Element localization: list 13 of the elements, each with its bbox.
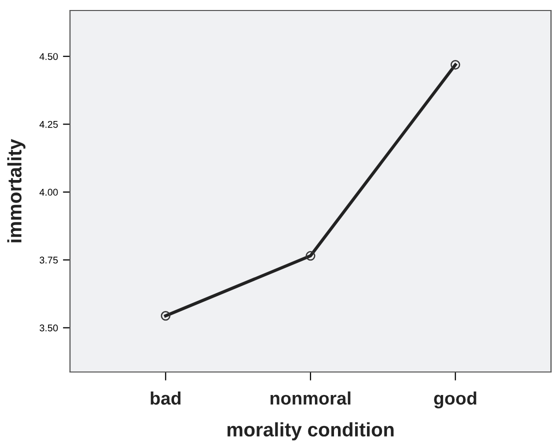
y-tick-label: 3.75	[40, 256, 58, 264]
y-tick-label: 4.50	[39, 53, 58, 60]
y-axis-title: immortality	[7, 138, 26, 242]
point	[160, 311, 170, 321]
y-tick-label: 4.00	[39, 188, 58, 196]
x-tick-label: good	[434, 391, 476, 408]
point	[450, 60, 460, 70]
x-tick-label: nonmoral	[270, 391, 350, 405]
x-tick-label: bad	[150, 391, 180, 405]
point	[306, 251, 316, 261]
y-tick-label: 3.50	[40, 324, 58, 332]
y-tick-label: 4.25	[39, 120, 58, 128]
x-axis-title: morality condition	[228, 422, 394, 440]
